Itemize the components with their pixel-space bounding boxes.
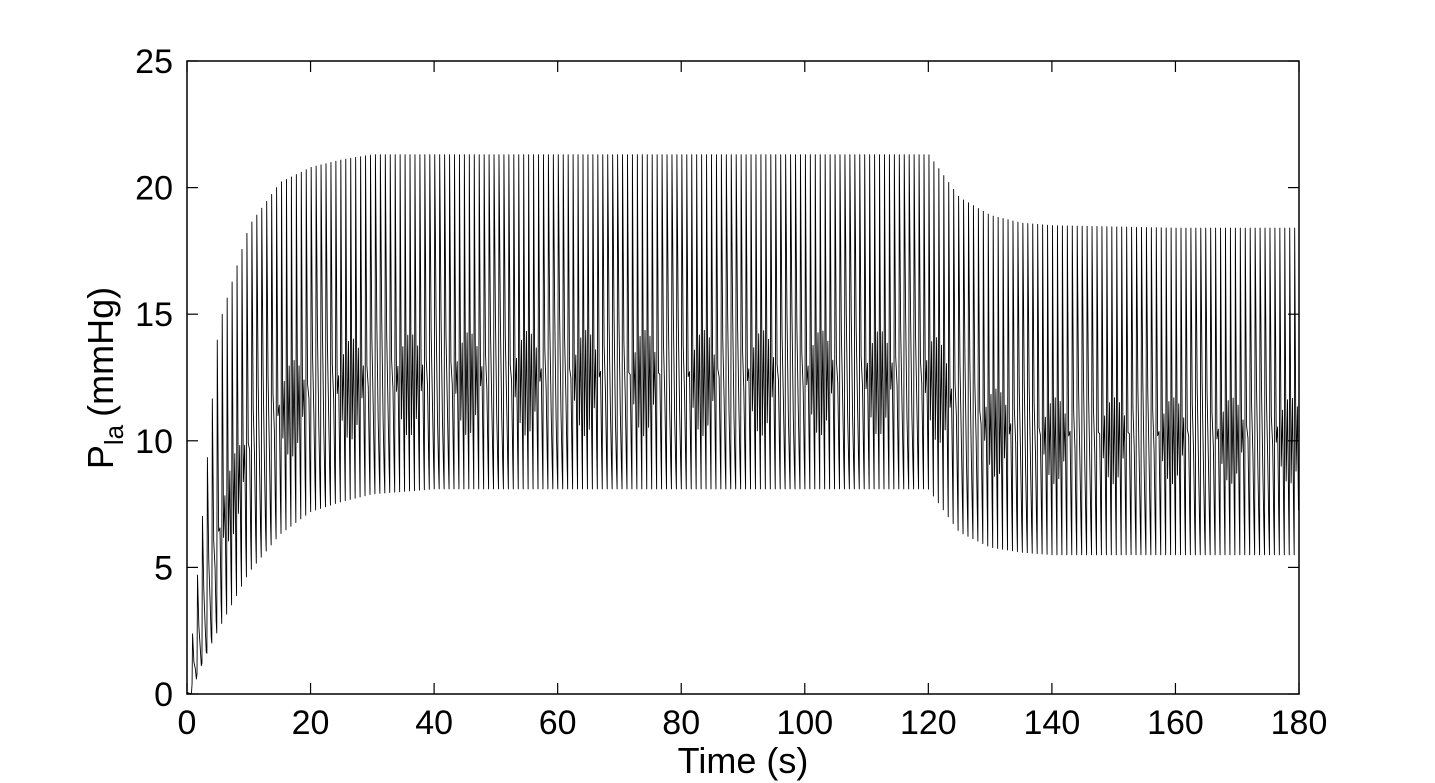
- y-axis-label-main: P: [80, 445, 121, 469]
- y-axis-tick-labels: 0 5 10 15 20 25: [135, 43, 173, 714]
- y-axis-label-subscript: la: [99, 424, 129, 445]
- x-tick-label: 60: [539, 704, 577, 742]
- x-tick-label: 20: [292, 704, 330, 742]
- y-tick-label: 10: [135, 423, 173, 461]
- pressure-trace: [186, 154, 1299, 695]
- x-axis-label: Time (s): [678, 740, 809, 781]
- x-axis-tick-labels: 0 20 40 60 80 100 120 140 160 180: [178, 704, 1328, 742]
- x-tick-label: 40: [415, 704, 453, 742]
- x-tick-label: 80: [662, 704, 700, 742]
- signal-trace: [186, 154, 1299, 695]
- x-tick-label: 140: [1024, 704, 1081, 742]
- axis-ticks: [186, 60, 1300, 695]
- x-tick-label: 0: [178, 704, 197, 742]
- y-tick-label: 15: [135, 296, 173, 334]
- x-tick-label: 180: [1271, 704, 1328, 742]
- plot-frame: [186, 60, 1300, 695]
- y-tick-label: 0: [154, 676, 173, 714]
- y-tick-label: 5: [154, 549, 173, 587]
- y-axis-label-unit: (mmHg): [80, 287, 121, 417]
- x-tick-label: 100: [776, 704, 833, 742]
- y-axis-label: Pla (mmHg): [80, 287, 129, 469]
- x-tick-label: 120: [900, 704, 957, 742]
- y-tick-label: 25: [135, 43, 173, 81]
- y-tick-label: 20: [135, 170, 173, 208]
- x-tick-label: 160: [1147, 704, 1204, 742]
